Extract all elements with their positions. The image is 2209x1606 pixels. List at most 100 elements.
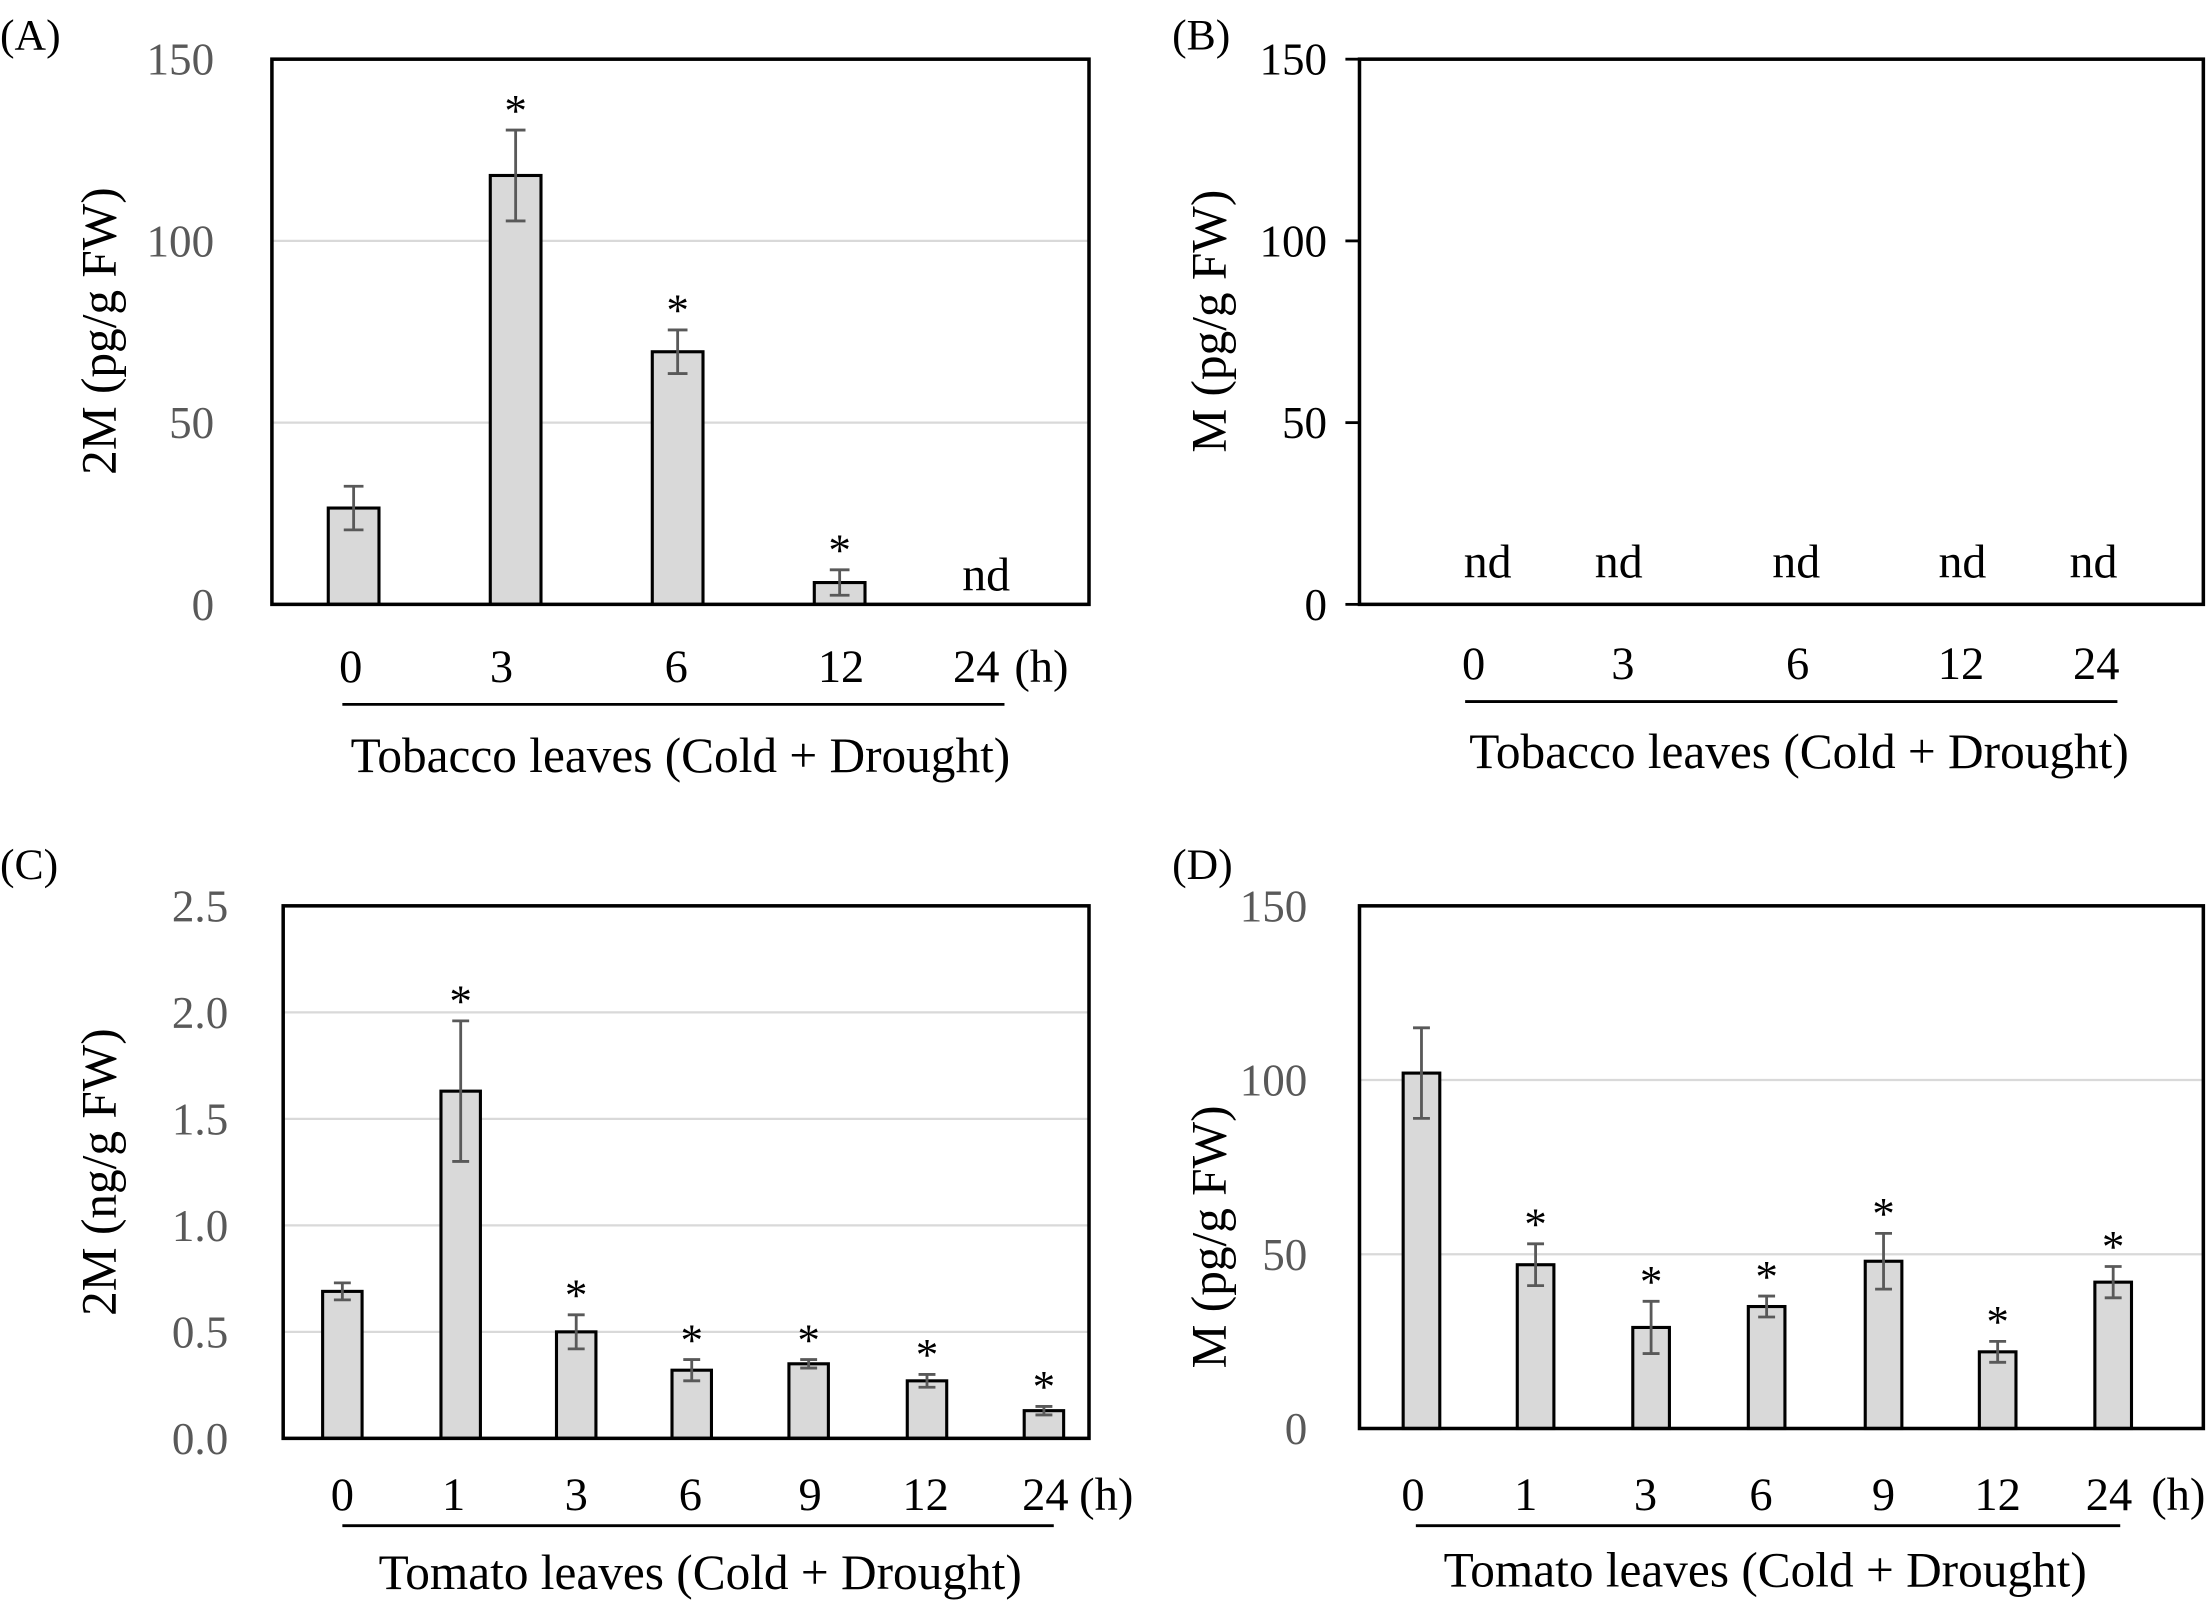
panel-d-significance-marker-9h: * (1872, 1189, 1895, 1239)
panel-d-x-tick-label-3h: 3 (1634, 1470, 1657, 1521)
panel-d-error-bar-6h (1758, 1294, 1776, 1319)
panel-d-error-bar-0h (1413, 1026, 1430, 1120)
panel-d-significance-marker-1h: * (1524, 1200, 1547, 1250)
panel-d-y-axis-label: M (pg/g FW) (1182, 1105, 1237, 1368)
panel-a-significance-marker-6h: * (666, 286, 689, 336)
panel-b-nd-label-24h: nd (2070, 536, 2118, 589)
panel-b-nd-label-0h: nd (1464, 536, 1512, 589)
panel-d-y-tick-label: 0 (1285, 1404, 1308, 1454)
panel-c-significance-marker-12h: * (916, 1330, 939, 1380)
panel-b-nd-label-12h: nd (1939, 536, 1987, 589)
panel-c-x-tick-label-3h: 3 (565, 1470, 588, 1521)
panel-b-x-tick-label-12h: 12 (1938, 639, 1984, 690)
panel-c-significance-marker-9h: * (797, 1315, 820, 1365)
panel-a-y-axis-label: 2M (pg/g FW) (72, 187, 127, 475)
panel-d-x-tick-label-12h: 12 (1974, 1470, 2020, 1521)
panel-a-significance-marker-12h: * (828, 526, 851, 576)
panel-a-bar-6h (650, 350, 705, 606)
panel-c-error-bar-9h (800, 1358, 818, 1370)
panel-c-bar-12h (905, 1379, 949, 1440)
panel-d-bar-24h (2093, 1280, 2134, 1431)
panel-c-error-bar-12h (918, 1373, 936, 1389)
panel-d-significance-marker-3h: * (1640, 1257, 1663, 1307)
panel-a-label: (A) (0, 11, 61, 59)
panel-c: 0.0 0.5 1.0 1.5 2.0 2.5 0 * 1 * 3 * 6 * 9 * 12 * 24 (h) Toma… (0, 841, 1133, 1600)
panel-c-x-tick-label-9h: 9 (798, 1470, 821, 1521)
panel-c-x-tick-label-0h: 0 (331, 1470, 354, 1521)
panel-b-plot-frame (1357, 57, 2206, 607)
panel-d-error-bar-24h (2104, 1265, 2122, 1300)
panel-a-x-axis-label: Tobacco leaves (Cold + Drought) (351, 728, 1011, 783)
panel-d-significance-marker-6h: * (1755, 1252, 1778, 1302)
panel-d-x-tick-label-1h: 1 (1514, 1470, 1537, 1521)
panel-a-plot-frame (270, 57, 1091, 607)
panel-c-error-bar-1h (452, 1019, 470, 1163)
panel-b-x-tick-label-24h: 24 (2073, 639, 2119, 690)
panel-c-y-tick-label: 1.5 (172, 1094, 228, 1144)
panel-c-x-tick-label-1h: 1 (442, 1470, 465, 1521)
panel-c-y-tick-label: 1.0 (172, 1201, 228, 1251)
panel-c-significance-marker-6h: * (680, 1315, 703, 1365)
panel-d-x-tick-label-0h: 0 (1401, 1470, 1424, 1521)
panel-c-y-tick-label: 2.5 (172, 881, 228, 931)
panel-d-error-bar-12h (1989, 1339, 2007, 1364)
panel-c-significance-marker-1h: * (449, 977, 472, 1027)
panel-c-y-tick-label: 0.0 (172, 1414, 228, 1464)
panel-d-error-bar-1h (1527, 1242, 1545, 1288)
panel-b-x-axis-label: Tobacco leaves (Cold + Drought) (1469, 724, 2129, 779)
panel-b-y-tick-label: 150 (1259, 35, 1327, 85)
panel-d-error-bar-3h (1642, 1299, 1660, 1355)
panel-b-y-tick-label: 100 (1259, 216, 1327, 266)
panel-c-x-tick-label-24h: 24 (1022, 1470, 1068, 1521)
panel-d-y-tick-label: 100 (1240, 1056, 1308, 1106)
panel-c-y-tick-label: 0.5 (172, 1307, 228, 1357)
panel-d: 0 50 100 150 0 * 1 * 3 * 6 * 9 * 12 * 24 (h) Tomato leaves… (1172, 841, 2205, 1597)
panel-c-error-bar-3h (567, 1313, 585, 1351)
panel-a-x-tick-label-6h: 6 (665, 642, 688, 693)
panel-d-x-unit-label: (h) (2151, 1470, 2205, 1521)
panel-d-x-tick-label-24h: 24 (2086, 1470, 2132, 1521)
panel-a-x-unit-label: (h) (1014, 642, 1068, 693)
panel-c-y-tick-label: 2.0 (172, 988, 228, 1038)
panel-d-x-tick-label-9h: 9 (1872, 1470, 1895, 1521)
panel-c-error-bar-6h (683, 1358, 701, 1383)
panel-b-y-tick-label: 50 (1282, 398, 1327, 448)
panel-d-bar-1h (1515, 1263, 1556, 1431)
panel-c-bar-9h (787, 1362, 830, 1440)
panel-c-x-unit-label: (h) (1079, 1470, 1133, 1521)
panel-c-x-tick-label-12h: 12 (902, 1470, 948, 1521)
panel-b-nd-label-6h: nd (1772, 536, 1820, 589)
panel-c-error-bar-24h (1035, 1404, 1053, 1417)
panel-a-x-tick-label-3h: 3 (490, 642, 513, 693)
panel-c-significance-marker-3h: * (565, 1271, 588, 1321)
panel-a-x-tick-label-24h: 24 (953, 642, 999, 693)
panel-c-x-axis-label: Tomato leaves (Cold + Drought) (379, 1545, 1022, 1600)
panel-d-plot-frame (1357, 904, 2206, 1431)
panel-a-significance-marker-3h: * (504, 86, 527, 136)
panel-c-bar-0h (321, 1289, 364, 1440)
panel-a-bar-3h (488, 173, 543, 606)
panel-c-label: (C) (0, 841, 58, 889)
panel-d-y-tick-label: 50 (1262, 1230, 1307, 1280)
panel-b-label: (B) (1172, 11, 1230, 59)
panel-a-y-tick-label: 0 (192, 580, 215, 630)
panel-c-plot-frame (281, 904, 1091, 1441)
panel-d-bar-6h (1746, 1304, 1787, 1431)
panel-d-bar-0h (1401, 1071, 1442, 1431)
panel-d-significance-marker-24h: * (2102, 1222, 2125, 1272)
panel-b-x-tick-label-0h: 0 (1462, 639, 1485, 690)
panel-a-y-tick-label: 50 (169, 398, 214, 448)
panel-a-x-tick-label-12h: 12 (818, 642, 864, 693)
panel-b-y-tick-label: 0 (1305, 580, 1328, 630)
panel-c-significance-marker-24h: * (1033, 1362, 1056, 1412)
panel-a: 0 50 100 150 0 * 3 * 6 * 12 nd 24 (h)Tobacco leaves (… (0, 11, 1091, 783)
panel-d-y-tick-label: 150 (1240, 881, 1308, 931)
panel-b-x-tick-label-6h: 6 (1786, 639, 1809, 690)
panel-b-y-axis-label: M (pg/g FW) (1182, 190, 1237, 453)
panel-a-error-bar-0h (343, 484, 364, 532)
panel-c-error-bar-0h (333, 1281, 351, 1302)
panel-a-error-bar-6h (667, 328, 688, 375)
panel-c-y-axis-label: 2M (ng/g FW) (72, 1028, 127, 1316)
panel-a-nd-label-24h: nd (962, 548, 1010, 601)
